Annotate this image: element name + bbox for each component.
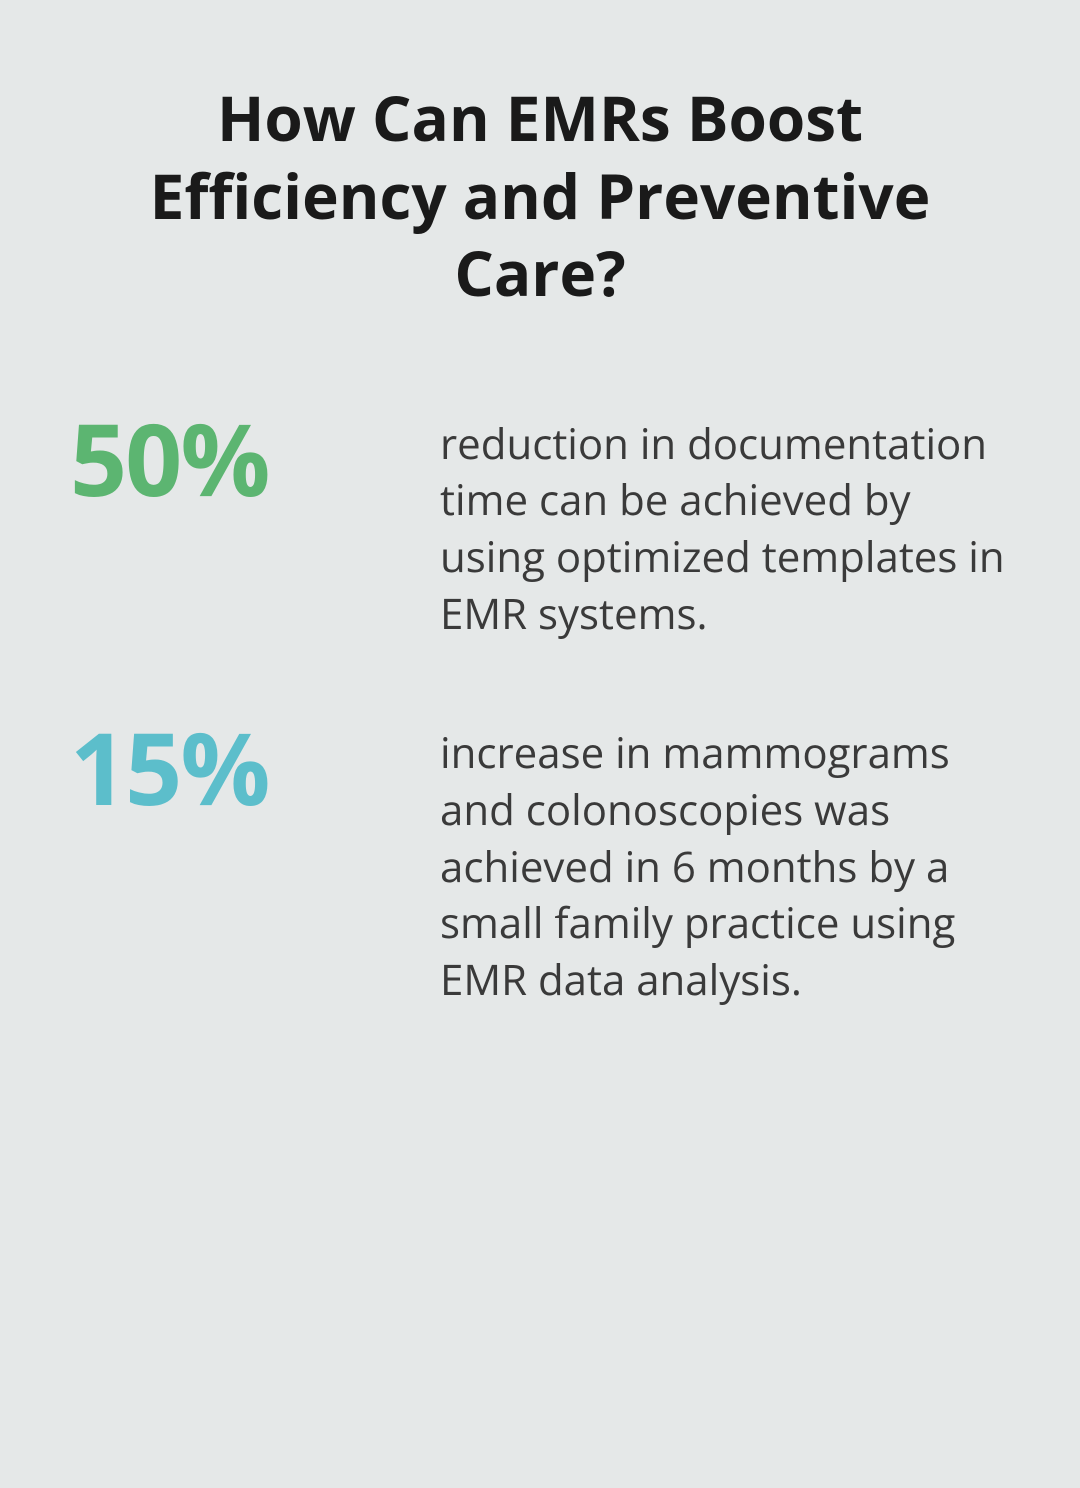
page-title: How Can EMRs Boost Efficiency and Preven… — [70, 80, 1010, 313]
stat-description-2: increase in mammograms and colonoscopies… — [440, 717, 1010, 1008]
stat-block: 15% increase in mammograms and colonosco… — [70, 717, 1010, 1008]
stat-description-1: reduction in documentation time can be a… — [440, 408, 1010, 643]
stat-block: 50% reduction in documentation time can … — [70, 408, 1010, 643]
stat-value-2: 15% — [70, 717, 390, 817]
stat-value-1: 50% — [70, 408, 390, 508]
